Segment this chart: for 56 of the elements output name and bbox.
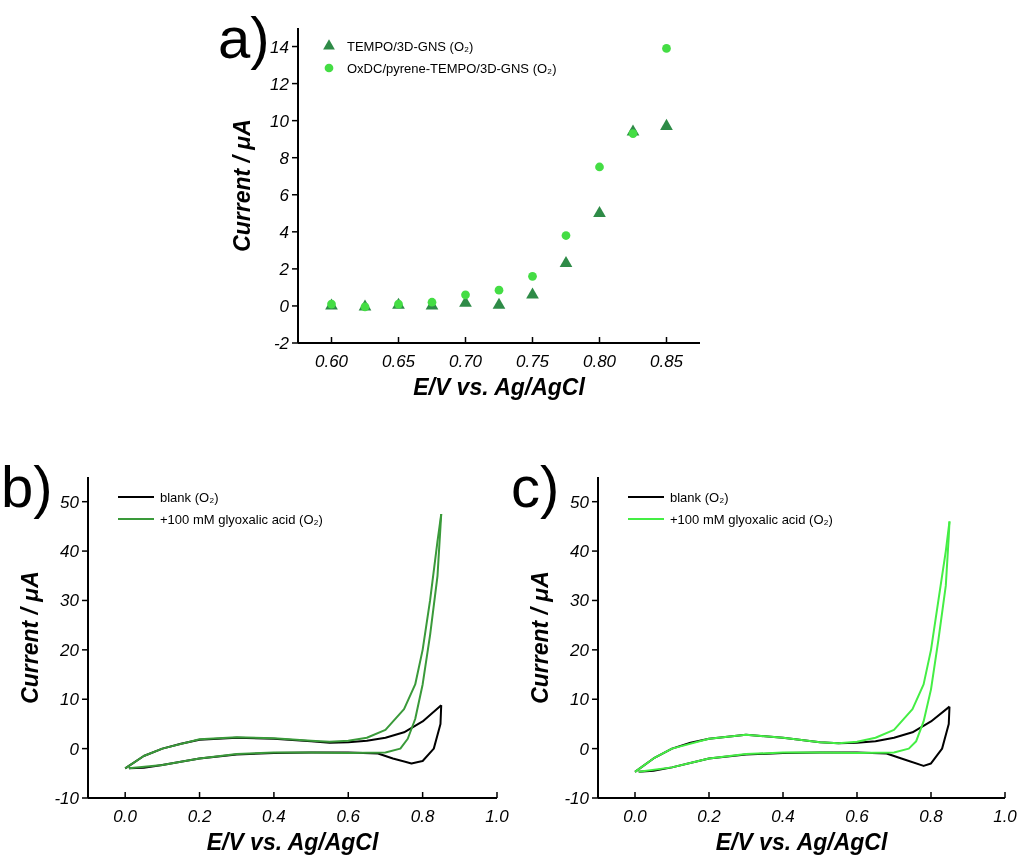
y-tick-label: 10 <box>570 690 590 710</box>
y-axis-title: Current / μA <box>229 119 255 252</box>
x-tick-label: 0.6 <box>845 807 870 826</box>
y-tick-label: 0 <box>279 296 290 316</box>
x-tick-label: 0.6 <box>336 807 361 826</box>
x-tick-label: 0.0 <box>623 807 648 826</box>
text: b) <box>1 454 53 519</box>
y-tick-label: 0 <box>579 739 590 759</box>
legend-label: +100 mM glyoxalic acid (O₂) <box>670 512 833 527</box>
y-axis-title: Current / μA <box>527 571 553 704</box>
x-tick-label: 0.4 <box>262 807 286 826</box>
x-axis-title: E/V vs. Ag/AgCl <box>413 374 586 400</box>
y-tick-label: 0 <box>69 739 80 759</box>
y-tick-label: 6 <box>279 185 290 205</box>
text: a) <box>218 5 270 70</box>
legend-label: TEMPO/3D-GNS (O₂) <box>347 39 474 54</box>
x-tick-label: 0.2 <box>697 807 722 826</box>
y-tick-label: 40 <box>570 542 590 562</box>
x-tick-label: 0.65 <box>381 352 416 371</box>
y-axis-title: Current / μA <box>17 571 43 704</box>
x-tick-label: 0.70 <box>448 352 483 371</box>
x-tick-label: 1.0 <box>485 807 510 826</box>
y-tick-label: 30 <box>60 591 80 611</box>
y-tick-label: 20 <box>569 640 590 660</box>
y-tick-label: 8 <box>279 148 290 168</box>
y-tick-label: 14 <box>270 37 289 57</box>
x-tick-label: 0.8 <box>410 807 435 826</box>
y-tick-label: 2 <box>278 259 290 279</box>
legend-label: blank (O₂) <box>670 490 729 505</box>
y-tick-label: 10 <box>60 690 80 710</box>
x-axis-title: E/V vs. Ag/AgCl <box>206 829 379 855</box>
y-tick-label: -2 <box>273 334 290 353</box>
text: c) <box>511 454 560 519</box>
y-tick-label: 12 <box>270 74 290 94</box>
x-tick-label: 0.8 <box>919 807 944 826</box>
y-tick-label: 4 <box>279 222 289 242</box>
y-tick-label: 10 <box>270 111 290 131</box>
x-tick-label: 0.4 <box>771 807 795 826</box>
y-tick-label: 40 <box>60 542 80 562</box>
y-tick-label: 50 <box>570 492 590 512</box>
x-tick-label: 0.0 <box>113 807 138 826</box>
legend-label: +100 mM glyoxalic acid (O₂) <box>160 512 323 527</box>
legend-label: blank (O₂) <box>160 490 219 505</box>
x-axis-title: E/V vs. Ag/AgCl <box>715 829 888 855</box>
y-tick-label: -10 <box>564 789 590 808</box>
y-tick-label: 30 <box>570 591 590 611</box>
legend-label: OxDC/pyrene-TEMPO/3D-GNS (O₂) <box>347 61 557 76</box>
y-tick-label: 50 <box>60 492 80 512</box>
x-tick-label: 1.0 <box>993 807 1018 826</box>
x-tick-label: 0.2 <box>187 807 212 826</box>
x-tick-label: 0.60 <box>314 352 349 371</box>
y-tick-label: 20 <box>59 640 80 660</box>
y-tick-label: -10 <box>54 789 80 808</box>
x-tick-label: 0.75 <box>515 352 550 371</box>
x-tick-label: 0.85 <box>649 352 684 371</box>
x-tick-label: 0.80 <box>582 352 617 371</box>
